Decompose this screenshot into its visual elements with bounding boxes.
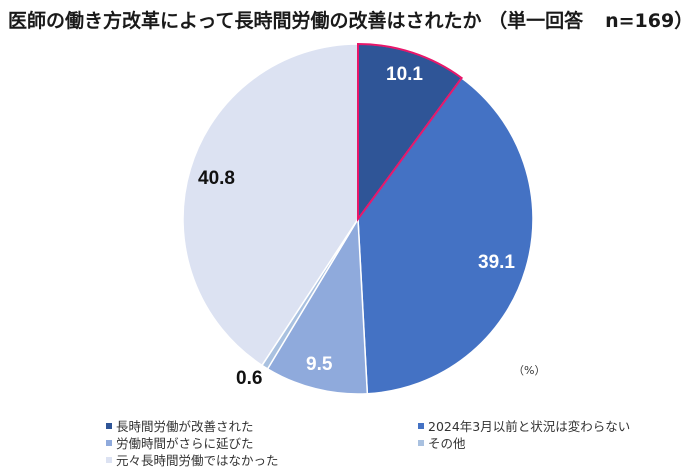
pie-slice-longer — [266, 216, 369, 395]
slice-label-longer: 9.5 — [306, 354, 333, 375]
chart-title-text: 医師の働き方改革によって長時間労働の改善はされたか （単一回答 — [8, 10, 584, 32]
legend-item-other: その他 — [418, 433, 466, 452]
legend-label: 2024年3月以前と状況は変わらない — [428, 419, 631, 434]
legend-swatch — [106, 422, 112, 429]
unit-label: （%） — [513, 364, 546, 377]
pie-slice-not-long — [182, 43, 359, 367]
pie-slice-unchanged — [357, 76, 534, 395]
legend-label: 長時間労働が改善された — [116, 419, 254, 434]
legend-swatch — [106, 439, 112, 446]
sample-size: n=169） — [605, 10, 692, 32]
highlight-outline — [357, 42, 464, 223]
legend-swatch — [106, 456, 112, 463]
legend-swatch — [418, 439, 424, 446]
legend-swatch — [418, 422, 424, 429]
legend-label: 元々長時間労働ではなかった — [116, 453, 279, 468]
legend-label: その他 — [428, 436, 466, 451]
legend-item-unchanged: 2024年3月以前と状況は変わらない — [418, 416, 630, 435]
legend-label: 労働時間がさらに延びた — [116, 436, 254, 451]
legend-item-longer: 労働時間がさらに延びた — [106, 433, 254, 452]
slice-label-improved: 10.1 — [386, 64, 423, 85]
slice-label-unchanged: 39.1 — [478, 252, 515, 273]
slice-label-not-long: 40.8 — [198, 168, 235, 189]
chart-title: 医師の働き方改革によって長時間労働の改善はされたか （単一回答 n=169） — [8, 6, 692, 33]
legend-item-improved: 長時間労働が改善された — [106, 416, 254, 435]
slice-label-other: 0.6 — [236, 368, 263, 389]
legend-item-not-long: 元々長時間労働ではなかった — [106, 450, 279, 469]
